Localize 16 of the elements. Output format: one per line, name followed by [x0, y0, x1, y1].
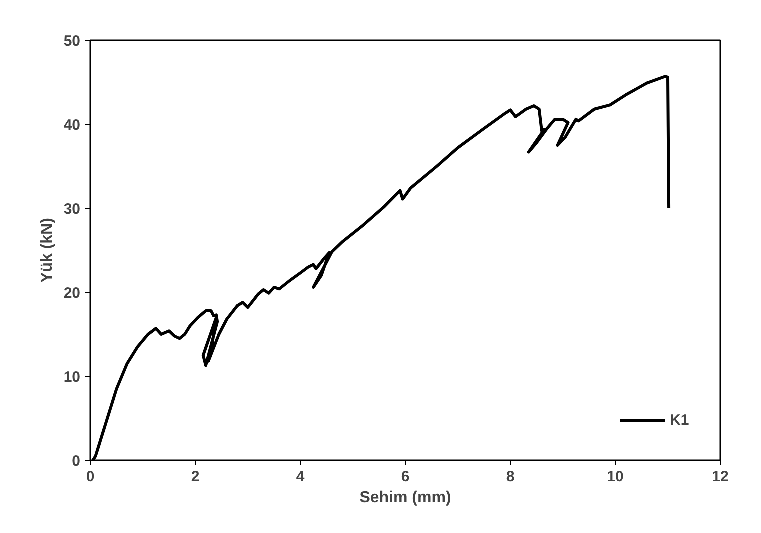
x-tick-label: 12	[712, 468, 729, 486]
x-tick-label: 2	[191, 468, 200, 486]
y-tick-label: 30	[64, 201, 81, 218]
x-tick-label: 6	[401, 468, 410, 486]
y-tick-label: 50	[64, 33, 81, 50]
y-tick-label: 0	[72, 453, 80, 470]
y-tick-label: 20	[64, 285, 81, 302]
x-tick-label: 8	[506, 468, 515, 486]
y-axis-title: Yük (kN)	[38, 218, 56, 283]
x-tick-label: 0	[86, 468, 95, 486]
x-axis-title: Sehim (mm)	[360, 490, 452, 506]
y-tick-label: 40	[64, 117, 81, 134]
legend-label: K1	[670, 412, 690, 428]
y-tick-label: 10	[64, 369, 81, 386]
x-tick-label: 4	[296, 468, 306, 486]
x-tick-label: 10	[607, 468, 624, 486]
